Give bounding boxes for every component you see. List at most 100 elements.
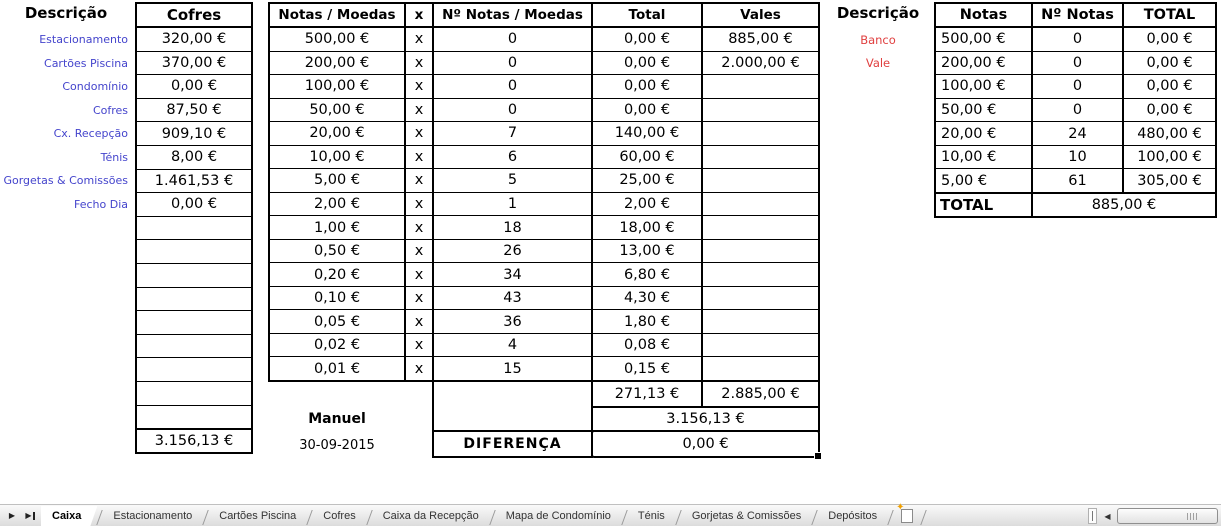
vale-cell[interactable] xyxy=(703,334,818,357)
count-cell[interactable]: 34 xyxy=(434,263,593,286)
sheet-tab-cofres[interactable]: Cofres xyxy=(323,510,356,522)
sheet-tab-t-nis[interactable]: Ténis xyxy=(637,510,665,522)
denomination-cell[interactable]: 10,00 € xyxy=(270,145,406,169)
sheet-tab-cart-es-piscina[interactable]: Cartões Piscina xyxy=(219,510,297,522)
multiply-cell[interactable]: x xyxy=(406,357,434,380)
multiply-cell[interactable]: x xyxy=(406,145,434,169)
count-cell[interactable]: 7 xyxy=(434,122,593,145)
vale-cell[interactable] xyxy=(703,146,818,169)
multiply-cell[interactable]: x xyxy=(406,286,434,310)
total-cell[interactable]: 305,00 € xyxy=(1137,172,1202,189)
vale-cell[interactable] xyxy=(703,193,818,216)
vale-cell[interactable] xyxy=(703,75,818,98)
cofres-value-cell[interactable]: 909,10 € xyxy=(137,122,251,146)
cofres-value-cell[interactable]: 87,50 € xyxy=(137,99,251,123)
denomination-cell[interactable]: 0,10 € xyxy=(270,286,406,310)
row-total-cell[interactable]: 0,00 € xyxy=(593,75,703,98)
multiply-cell[interactable]: x xyxy=(406,216,434,239)
bank-total-label[interactable]: TOTAL xyxy=(936,194,1033,216)
multiply-cell[interactable]: x xyxy=(406,169,434,192)
scroll-tabs-right-button[interactable]: ▶ xyxy=(8,511,16,520)
count-cell[interactable]: 4 xyxy=(434,333,593,357)
n-notas-cell[interactable]: 24 xyxy=(1033,122,1124,145)
multiply-cell[interactable]: x xyxy=(406,192,434,216)
nota-cell[interactable]: 50,00 € xyxy=(936,98,1033,122)
row-total-cell[interactable]: 18,00 € xyxy=(593,216,703,239)
row-total-cell[interactable]: 1,80 € xyxy=(593,310,703,333)
empty-cell[interactable] xyxy=(137,311,251,335)
bank-total-value[interactable]: 885,00 € xyxy=(1091,197,1157,213)
header-total[interactable]: Total xyxy=(593,4,703,26)
scroll-tabs-last-button[interactable]: ▶ xyxy=(22,508,38,524)
count-cell[interactable]: 0 xyxy=(434,28,593,51)
n-notas-cell[interactable]: 10 xyxy=(1033,145,1124,169)
denomination-cell[interactable]: 0,01 € xyxy=(270,357,406,380)
diferenca-value-cell-selected[interactable]: 0,00 € xyxy=(591,430,822,460)
cofres-value-cell[interactable]: 320,00 € xyxy=(137,28,251,52)
empty-cell[interactable] xyxy=(137,358,251,382)
vale-cell[interactable] xyxy=(703,122,818,145)
count-cell[interactable]: 1 xyxy=(434,192,593,216)
denomination-cell[interactable]: 2,00 € xyxy=(270,192,406,216)
vales-subtotal-cell[interactable]: 2.885,00 € xyxy=(701,380,820,408)
row-total-cell[interactable]: 6,80 € xyxy=(593,263,703,286)
row-total-cell[interactable]: 13,00 € xyxy=(593,239,703,263)
nota-cell[interactable]: 100,00 € xyxy=(936,75,1033,98)
denomination-cell[interactable]: 1,00 € xyxy=(270,216,406,239)
row-total-cell[interactable]: 0,15 € xyxy=(593,357,703,380)
count-cell[interactable]: 6 xyxy=(434,145,593,169)
sheet-tab-mapa-de-condom-nio[interactable]: Mapa de Condomínio xyxy=(505,510,611,522)
totals-subtotal-cell[interactable]: 271,13 € xyxy=(591,380,703,408)
insert-worksheet-button[interactable]: ✦ xyxy=(893,503,921,526)
count-cell[interactable]: 0 xyxy=(434,98,593,122)
count-cell[interactable]: 0 xyxy=(434,51,593,75)
multiply-cell[interactable]: x xyxy=(406,75,434,98)
diferenca-label-cell[interactable]: DIFERENÇA xyxy=(432,430,593,458)
empty-cell[interactable] xyxy=(137,288,251,312)
cofres-total-cell[interactable]: 3.156,13 € xyxy=(137,428,251,452)
empty-cell[interactable] xyxy=(137,240,251,264)
row-total-cell[interactable]: 0,00 € xyxy=(593,28,703,51)
vale-cell[interactable] xyxy=(703,287,818,310)
row-total-cell[interactable]: 2,00 € xyxy=(593,192,703,216)
multiply-cell[interactable]: x xyxy=(406,263,434,286)
signature-name[interactable]: Manuel xyxy=(308,411,366,427)
row-total-cell[interactable]: 140,00 € xyxy=(593,122,703,145)
denomination-cell[interactable]: 0,02 € xyxy=(270,333,406,357)
multiply-cell[interactable]: x xyxy=(406,310,434,333)
empty-cell[interactable] xyxy=(137,382,251,406)
vale-cell[interactable] xyxy=(703,357,818,380)
empty-cell[interactable] xyxy=(137,406,251,429)
n-notas-cell[interactable]: 0 xyxy=(1033,28,1124,51)
header-x[interactable]: x xyxy=(406,4,434,26)
header-notas[interactable]: Notas xyxy=(936,4,1033,26)
multiply-cell[interactable]: x xyxy=(406,98,434,122)
row-total-cell[interactable]: 4,30 € xyxy=(593,286,703,310)
tab-scrollbar-splitter[interactable] xyxy=(1088,508,1097,524)
cofres-column-header[interactable]: Cofres xyxy=(137,4,251,28)
grand-total-cell[interactable]: 3.156,13 € xyxy=(591,406,820,432)
nota-cell[interactable]: 200,00 € xyxy=(936,51,1033,75)
denomination-cell[interactable]: 0,50 € xyxy=(270,239,406,263)
empty-cell[interactable] xyxy=(137,264,251,288)
header-notas-moedas[interactable]: Notas / Moedas xyxy=(270,4,406,26)
signature-date[interactable]: 30-09-2015 xyxy=(299,437,375,453)
vale-cell[interactable] xyxy=(703,240,818,263)
fill-handle[interactable] xyxy=(814,452,822,460)
denomination-cell[interactable]: 200,00 € xyxy=(270,51,406,75)
row-total-cell[interactable]: 0,00 € xyxy=(593,51,703,75)
header-total[interactable]: TOTAL xyxy=(1143,7,1196,23)
header-n-notas[interactable]: Nº Notas xyxy=(1033,4,1124,26)
cofres-value-cell[interactable]: 1.461,53 € xyxy=(137,170,251,194)
sheet-tab-dep-sitos[interactable]: Depósitos xyxy=(828,510,878,522)
count-cell[interactable]: 18 xyxy=(434,216,593,239)
n-notas-cell[interactable]: 0 xyxy=(1033,75,1124,98)
header-n-notas-moedas[interactable]: Nº Notas / Moedas xyxy=(434,4,593,26)
count-cell[interactable]: 36 xyxy=(434,310,593,333)
total-cell[interactable]: 480,00 € xyxy=(1137,125,1202,142)
multiply-cell[interactable]: x xyxy=(406,333,434,357)
sheet-tab-caixa-da-recep-o[interactable]: Caixa da Recepção xyxy=(382,510,479,522)
sheet-tab-gorjetas-comiss-es[interactable]: Gorjetas & Comissões xyxy=(691,510,802,522)
cofres-value-cell[interactable]: 0,00 € xyxy=(137,193,251,217)
cofres-value-cell[interactable]: 0,00 € xyxy=(137,75,251,99)
